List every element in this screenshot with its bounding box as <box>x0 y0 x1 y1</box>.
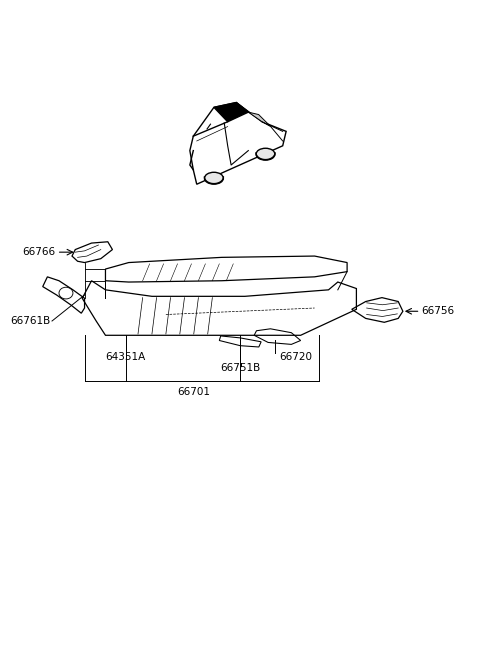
Polygon shape <box>248 112 271 126</box>
Text: 66761B: 66761B <box>11 316 50 326</box>
Text: 66756: 66756 <box>421 307 455 316</box>
Ellipse shape <box>204 172 223 184</box>
Text: 66720: 66720 <box>280 352 313 362</box>
Text: 64351A: 64351A <box>106 352 146 362</box>
Polygon shape <box>214 103 248 122</box>
Ellipse shape <box>256 148 275 160</box>
Text: 66751B: 66751B <box>220 364 260 373</box>
Text: 66701: 66701 <box>177 388 210 398</box>
Text: 66766: 66766 <box>23 247 56 257</box>
